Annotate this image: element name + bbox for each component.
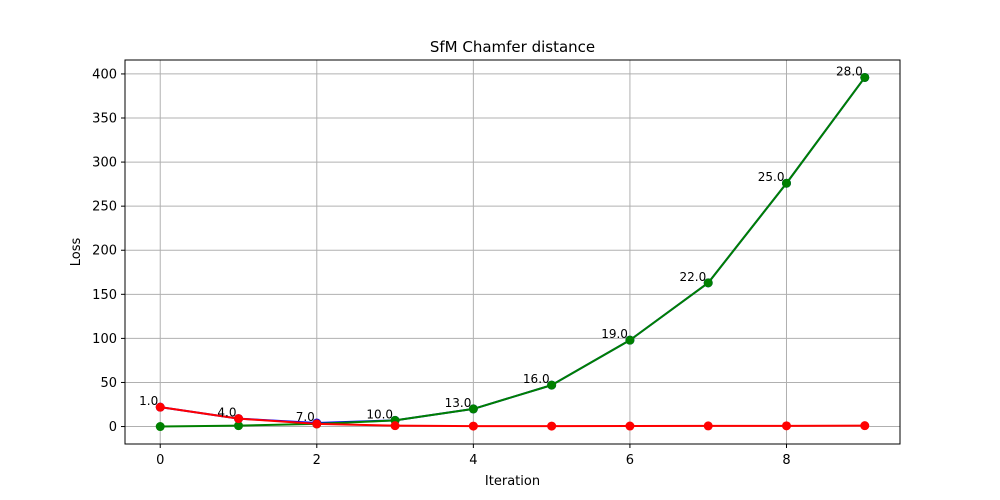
data-point: [547, 421, 557, 431]
y-tick-label: 200: [92, 244, 117, 259]
data-point: [234, 414, 244, 424]
data-point: [703, 278, 713, 288]
y-tick-label: 400: [92, 67, 117, 82]
y-tick-label: 350: [92, 112, 117, 127]
data-point: [703, 421, 713, 431]
x-axis-ticks: 0 2 4 6 8: [156, 444, 791, 468]
y-tick-label: 0: [109, 420, 117, 435]
series-line-3: [160, 406, 865, 428]
data-label: 19.0: [601, 327, 628, 341]
x-tick-label: 8: [782, 453, 790, 468]
data-point: [234, 421, 244, 431]
data-point: [155, 402, 165, 412]
x-tick-label: 0: [156, 453, 164, 468]
data-point: [625, 421, 635, 431]
data-label: 4.0: [217, 406, 236, 420]
y-tick-label: 100: [92, 332, 117, 347]
data-point: [625, 335, 635, 345]
data-point: [468, 421, 478, 431]
x-tick-label: 4: [469, 453, 477, 468]
data-point: [860, 421, 870, 431]
data-point: [390, 421, 400, 431]
y-tick-label: 50: [100, 376, 117, 391]
chart-title: SfM Chamfer distance: [430, 38, 595, 56]
y-tick-label: 300: [92, 156, 117, 171]
data-point: [155, 422, 165, 432]
x-tick-label: 2: [313, 453, 321, 468]
x-axis-title: Iteration: [485, 474, 540, 489]
data-point: [468, 404, 478, 414]
data-label: 10.0: [366, 407, 393, 421]
y-tick-label: 150: [92, 288, 117, 303]
data-point: [781, 421, 791, 431]
data-label: 16.0: [523, 372, 550, 386]
x-tick-label: 6: [626, 453, 634, 468]
data-label: 22.0: [679, 270, 706, 284]
y-tick-label: 250: [92, 200, 117, 215]
series-group: [155, 72, 870, 432]
series-line-2: [160, 76, 866, 428]
plot-frame: [124, 59, 901, 445]
data-point: [547, 380, 557, 390]
data-labels-group: 1.0 4.0 7.0 10.0 13.0 16.0 19.0 22.0 25.0 28.0: [139, 64, 863, 424]
data-point: [781, 178, 791, 188]
data-label: 7.0: [296, 410, 315, 424]
data-point: [312, 419, 322, 429]
y-axis-title: Loss: [69, 238, 84, 267]
y-axis-ticks: 0 50 100 150 200 250 300 350 400: [92, 67, 125, 435]
data-label: 25.0: [758, 170, 785, 184]
data-label: 1.0: [139, 394, 158, 408]
data-label: 13.0: [445, 396, 472, 410]
grid-lines: [125, 60, 900, 444]
data-label: 28.0: [836, 64, 863, 78]
data-point: [860, 72, 870, 82]
